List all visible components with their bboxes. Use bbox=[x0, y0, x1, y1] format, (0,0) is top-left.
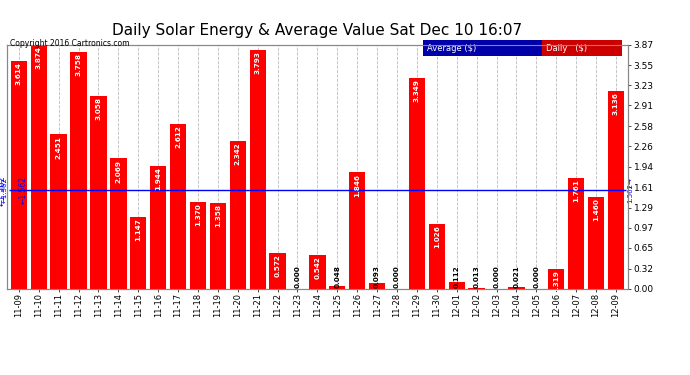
Text: ←1.562: ←1.562 bbox=[2, 177, 8, 203]
Bar bbox=[50, 134, 67, 289]
Text: 1.846: 1.846 bbox=[354, 174, 360, 197]
Text: 3.758: 3.758 bbox=[75, 53, 81, 76]
Text: 1.761: 1.761 bbox=[573, 179, 579, 202]
Bar bbox=[469, 288, 485, 289]
Bar bbox=[190, 202, 206, 289]
Bar bbox=[548, 268, 564, 289]
Text: 0.093: 0.093 bbox=[374, 265, 380, 288]
Text: 1.370: 1.370 bbox=[195, 204, 201, 226]
Text: ←1.562: ←1.562 bbox=[0, 175, 6, 206]
Bar bbox=[568, 178, 584, 289]
Text: 2.342: 2.342 bbox=[235, 142, 241, 165]
Bar bbox=[70, 52, 87, 289]
Bar bbox=[369, 283, 385, 289]
Bar bbox=[150, 166, 166, 289]
Text: 3.136: 3.136 bbox=[613, 93, 619, 116]
Text: 2.612: 2.612 bbox=[175, 126, 181, 148]
Text: 0.000: 0.000 bbox=[533, 266, 540, 288]
Text: 1.026: 1.026 bbox=[434, 225, 440, 248]
Text: 1.358: 1.358 bbox=[215, 204, 221, 228]
Text: Copyright 2016 Cartronics.com: Copyright 2016 Cartronics.com bbox=[10, 39, 130, 48]
Text: 0.542: 0.542 bbox=[315, 256, 320, 279]
Bar bbox=[230, 141, 246, 289]
Bar bbox=[30, 45, 47, 289]
Text: ←1.562: ←1.562 bbox=[19, 176, 28, 204]
Bar bbox=[408, 78, 425, 289]
Text: 1.562→: 1.562→ bbox=[627, 177, 633, 203]
Bar bbox=[10, 61, 27, 289]
Bar bbox=[250, 50, 266, 289]
Text: 0.013: 0.013 bbox=[473, 266, 480, 288]
Bar bbox=[110, 158, 126, 289]
Text: 3.874: 3.874 bbox=[36, 46, 42, 69]
Text: 0.048: 0.048 bbox=[334, 265, 340, 288]
Text: 0.319: 0.319 bbox=[553, 270, 560, 293]
Text: 0.021: 0.021 bbox=[513, 266, 520, 288]
Bar bbox=[329, 286, 346, 289]
Text: 3.614: 3.614 bbox=[16, 62, 22, 85]
Bar bbox=[428, 224, 445, 289]
Bar bbox=[269, 253, 286, 289]
Text: 3.058: 3.058 bbox=[95, 98, 101, 120]
Text: 0.000: 0.000 bbox=[295, 266, 301, 288]
Text: 2.451: 2.451 bbox=[56, 136, 61, 159]
Text: 3.793: 3.793 bbox=[255, 51, 261, 74]
Text: 0.112: 0.112 bbox=[454, 266, 460, 288]
Bar bbox=[130, 216, 146, 289]
Text: 3.349: 3.349 bbox=[414, 79, 420, 102]
Bar bbox=[608, 91, 624, 289]
Bar bbox=[588, 197, 604, 289]
Text: 1.147: 1.147 bbox=[135, 218, 141, 240]
Bar bbox=[448, 282, 465, 289]
Text: 0.000: 0.000 bbox=[493, 266, 500, 288]
Text: 1.944: 1.944 bbox=[155, 168, 161, 190]
Text: 1.460: 1.460 bbox=[593, 198, 599, 221]
Bar bbox=[349, 172, 366, 289]
Bar bbox=[170, 124, 186, 289]
Bar bbox=[509, 287, 524, 289]
Bar bbox=[210, 203, 226, 289]
Title: Daily Solar Energy & Average Value Sat Dec 10 16:07: Daily Solar Energy & Average Value Sat D… bbox=[112, 22, 522, 38]
Text: 0.572: 0.572 bbox=[275, 254, 281, 277]
Bar bbox=[309, 255, 326, 289]
Text: 0.000: 0.000 bbox=[394, 266, 400, 288]
Text: 2.069: 2.069 bbox=[115, 160, 121, 183]
Bar bbox=[90, 96, 107, 289]
